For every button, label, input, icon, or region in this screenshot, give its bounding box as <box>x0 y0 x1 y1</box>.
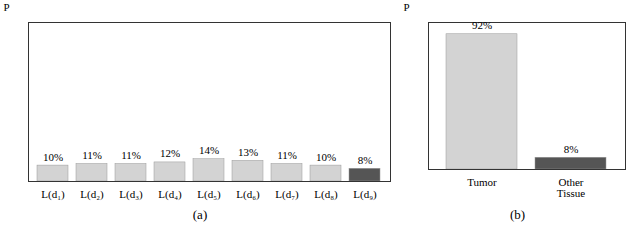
svg-text:8%: 8% <box>564 143 579 155</box>
svg-text:L(d₆): L(d₆) <box>236 188 260 201</box>
svg-text:14%: 14% <box>199 144 219 156</box>
html-text:(b): (b) <box>509 207 526 222</box>
svg-text:L(d₅): L(d₅) <box>197 188 221 201</box>
svg-text:L(d₈): L(d₈) <box>314 188 338 201</box>
svg-text:11%: 11% <box>82 149 102 161</box>
svg-text:10%: 10% <box>43 151 63 163</box>
svg-text:L(d₃): L(d₃) <box>119 188 143 201</box>
svg-text:92%: 92% <box>472 19 492 31</box>
html-text:(a): (a) <box>192 207 208 222</box>
svg-text:11%: 11% <box>121 149 141 161</box>
svg-text:P: P <box>404 1 410 13</box>
svg-text:L(d₄): L(d₄) <box>158 188 182 201</box>
svg-text:L(d₁): L(d₁) <box>41 188 65 201</box>
svg-text:8%: 8% <box>358 154 373 166</box>
svg-text:L(d₂): L(d₂) <box>80 188 104 201</box>
svg-text:13%: 13% <box>238 146 258 158</box>
svg-text:P: P <box>4 1 10 13</box>
svg-text:Tumor: Tumor <box>467 176 497 188</box>
svg-text:OtherTissue: OtherTissue <box>557 176 585 199</box>
svg-text:12%: 12% <box>160 147 180 159</box>
svg-text:10%: 10% <box>316 151 336 163</box>
svg-text:11%: 11% <box>277 149 297 161</box>
svg-text:L(d₇): L(d₇) <box>275 188 299 201</box>
svg-text:L(d₉): L(d₉) <box>353 188 377 201</box>
